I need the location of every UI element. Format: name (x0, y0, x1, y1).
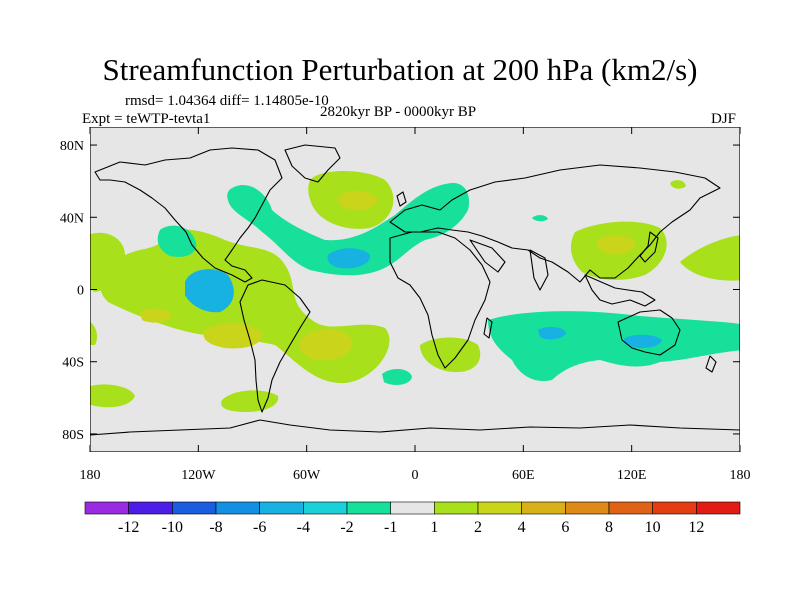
lon-tick-label: 180 (80, 468, 101, 483)
colorbar-swatch (434, 501, 479, 515)
pos-field-east-pacific (680, 235, 740, 281)
lat-tick-label: 40S (62, 356, 84, 371)
colorbar-label: 8 (605, 519, 613, 536)
core-south-atlantic (299, 329, 353, 361)
colorbar-label: 2 (474, 519, 482, 536)
pos-field-far-south-pacific (90, 384, 135, 408)
colorbar-swatch (215, 501, 260, 515)
lat-tick-label: 80S (62, 428, 84, 443)
colorbar-label: 6 (561, 519, 569, 536)
lon-tick-label: 60E (512, 468, 535, 483)
colorbar-swatch (346, 501, 391, 515)
coastlines (90, 144, 740, 436)
stats-label: rmsd= 1.04364 diff= 1.14805e-10 (125, 93, 329, 109)
coast-north-america (94, 147, 283, 283)
colorbar-swatch (565, 501, 610, 515)
experiment-label: Expt = teWTP-tevta1 (82, 111, 211, 127)
colorbar-label: 12 (688, 519, 704, 536)
coast-madagascar (483, 317, 493, 339)
coast-southeast-asia (584, 274, 656, 307)
pos-field-west-pacific (90, 232, 126, 292)
lat-tick-label: 0 (77, 284, 84, 299)
season-label: DJF (711, 111, 737, 127)
neg-field-small-africa (532, 215, 548, 222)
latitude-labels: 80N 40N 0 40S 80S (60, 139, 84, 443)
coast-africa (389, 231, 491, 369)
core-mid-atlantic (327, 248, 371, 269)
pos-field-small-asia (670, 180, 686, 189)
longitude-labels: 180 120W 60W 0 60E 120E 180 (80, 468, 751, 483)
colorbar-swatch (259, 501, 304, 515)
colorbar-label: -1 (384, 519, 397, 536)
coast-antarctica (90, 419, 740, 436)
map-title: Streamfunction Perturbation at 200 hPa (… (102, 52, 698, 87)
coast-british-isles (396, 191, 407, 207)
core-indian-ocean (538, 326, 566, 340)
colorbar-label: 10 (645, 519, 661, 536)
colorbar-swatch (390, 501, 435, 515)
core-pacific-west (140, 308, 172, 323)
colorbar-label: -4 (297, 519, 310, 536)
coast-south-america (239, 279, 311, 413)
positive-anomaly-cores (140, 190, 636, 361)
colorbar-labels: -12 -10 -8 -6 -4 -2 -1 1 2 4 6 8 10 12 (118, 519, 704, 536)
lon-tick-label: 60W (293, 468, 321, 483)
colorbar-label: -6 (253, 519, 266, 536)
lon-tick-label: 180 (730, 468, 751, 483)
lon-tick-label: 120E (617, 468, 647, 483)
colorbar-label: -2 (340, 519, 353, 536)
lon-tick-label: 0 (412, 468, 419, 483)
colorbar-swatch (84, 501, 129, 515)
neg-field-south-atlantic-west (382, 368, 412, 385)
period-label: 2820kyr BP - 0000kyr BP (320, 104, 477, 120)
lat-tick-label: 80N (60, 139, 84, 154)
coast-greenland (284, 144, 341, 183)
colorbar-swatch (477, 501, 522, 515)
colorbar-label: 1 (430, 519, 438, 536)
colorbar-swatch (172, 501, 217, 515)
core-north-atlantic (337, 190, 378, 211)
core-south-america-west (203, 323, 263, 349)
colorbar-swatch (128, 501, 173, 515)
neg-field-north-atlantic-eurasia (227, 182, 470, 276)
colorbar-swatch (303, 501, 348, 515)
colorbar-swatch (521, 501, 566, 515)
colorbar-label: -12 (118, 519, 139, 536)
negative-anomaly-cores (185, 248, 662, 348)
colorbar-label: 4 (518, 519, 526, 536)
axis-ticks (89, 127, 741, 452)
colorbar-swatch (652, 501, 697, 515)
colorbar (84, 501, 741, 515)
colorbar-label: -10 (162, 519, 183, 536)
coast-new-zealand (705, 355, 717, 373)
coast-arabia-india (469, 239, 549, 291)
core-australia (623, 334, 662, 348)
colorbar-swatch (608, 501, 653, 515)
pos-field-south-west-pacific (90, 321, 97, 345)
colorbar-label: -8 (209, 519, 222, 536)
lon-tick-label: 120W (181, 468, 216, 483)
core-east-asia (596, 234, 636, 255)
colorbar-swatch (696, 501, 741, 515)
map-plot-area (90, 127, 740, 452)
coast-japan (639, 231, 659, 263)
coast-australia (617, 309, 681, 356)
core-east-pacific (185, 269, 234, 313)
lat-tick-label: 40N (60, 211, 84, 226)
